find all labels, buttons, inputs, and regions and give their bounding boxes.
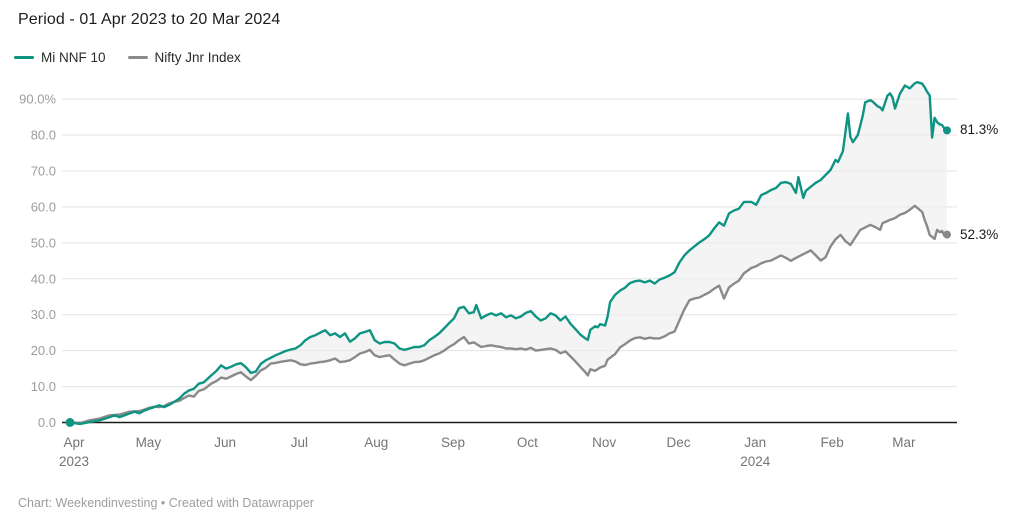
legend-item-mi-nnf-10: Mi NNF 10 (14, 50, 106, 65)
y-tick-label: 90.0% (19, 92, 56, 107)
page-title: Period - 01 Apr 2023 to 20 Mar 2024 (18, 11, 281, 28)
legend-item-nifty-jnr: Nifty Jnr Index (127, 50, 241, 65)
y-tick-label: 50.0 (31, 235, 56, 250)
y-tick-label: 30.0 (31, 307, 56, 322)
x-tick-label: Aug (364, 435, 388, 450)
mi-nnf-10-end-dot (943, 126, 951, 135)
x-tick-label: Apr (63, 435, 85, 450)
attribution-text: Chart: Weekendinvesting • Created with D… (18, 496, 314, 510)
x-tick-label: Oct (517, 435, 538, 450)
nifty-jnr-end-dot (943, 230, 951, 239)
x-tick-label: Mar (892, 435, 916, 450)
series-end-value-nifty-jnr: 52.3% (960, 226, 999, 242)
x-year-label: 2024 (740, 454, 771, 469)
series-gap-band (70, 82, 947, 424)
mi-nnf-10-line (68, 80, 949, 426)
y-tick-label: 70.0 (31, 163, 56, 178)
legend-label: Nifty Jnr Index (154, 50, 241, 65)
x-tick-label: Jan (744, 435, 766, 450)
nifty-jnr-line (68, 204, 949, 425)
mi-nnf-10-swatch-icon (14, 56, 34, 59)
y-tick-label: 60.0 (31, 199, 56, 214)
x-tick-label: Jun (214, 435, 236, 450)
y-tick-label: 10.0 (31, 379, 56, 394)
legend-label: Mi NNF 10 (41, 50, 106, 65)
y-tick-label: 40.0 (31, 271, 56, 286)
y-tick-label: 0.0 (38, 415, 56, 430)
y-tick-label: 20.0 (31, 343, 56, 358)
x-tick-label: Feb (820, 435, 843, 450)
x-tick-label: May (136, 435, 162, 450)
x-tick-label: Nov (592, 435, 616, 450)
x-tick-label: Sep (441, 435, 465, 450)
series-start-dot (65, 418, 75, 427)
x-year-label: 2023 (59, 454, 89, 469)
legend: Mi NNF 10 Nifty Jnr Index (14, 50, 241, 65)
series-end-value-mi-nnf-10: 81.3% (960, 122, 999, 138)
x-tick-label: Jul (291, 435, 308, 450)
y-tick-label: 80.0 (31, 128, 56, 143)
nifty-jnr-swatch-icon (127, 56, 148, 59)
x-tick-label: Dec (666, 435, 690, 450)
